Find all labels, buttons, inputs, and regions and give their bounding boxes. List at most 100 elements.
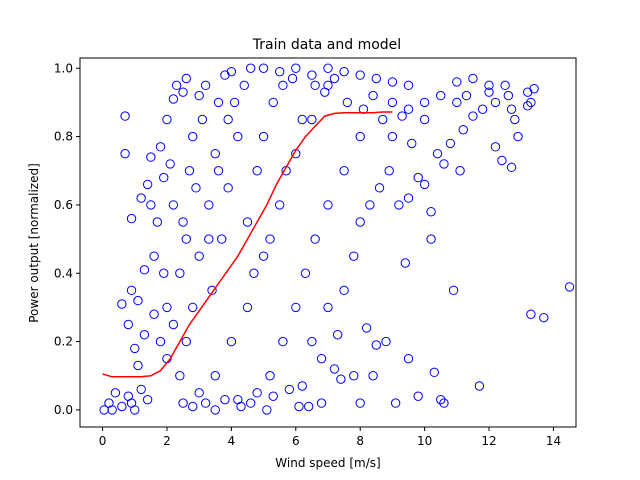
scatter-point <box>204 200 214 210</box>
scatter-point <box>274 200 285 210</box>
scatter-point <box>258 251 269 261</box>
model-series <box>102 111 393 378</box>
scatter-point <box>110 388 121 398</box>
scatter-point <box>226 66 237 77</box>
scatter-point <box>178 217 188 227</box>
scatter-point <box>452 77 462 87</box>
scatter-point <box>332 330 343 340</box>
scatter-point <box>297 381 307 391</box>
scatter-point <box>223 114 233 125</box>
scatter-point <box>117 401 127 412</box>
scatter-point <box>152 217 162 227</box>
scatter-point <box>448 285 459 296</box>
scatter-point <box>188 302 198 313</box>
scatter-point <box>252 388 262 398</box>
scatter-point <box>336 374 346 384</box>
y-tick-label: 0.4 <box>54 266 73 280</box>
scatter-point <box>522 87 533 97</box>
scatter-point <box>181 336 191 347</box>
scatter-point <box>236 401 246 412</box>
scatter-point <box>303 401 314 412</box>
scatter-point <box>297 114 307 125</box>
scatter-point <box>394 200 404 210</box>
scatter-point <box>149 251 159 261</box>
scatter-point <box>146 200 156 210</box>
scatter-point <box>349 371 359 381</box>
scatter-point <box>126 398 137 408</box>
scatter-point <box>133 360 143 371</box>
scatter-point <box>213 97 224 108</box>
scatter-point <box>258 63 269 73</box>
chart-title: Train data and model <box>252 37 401 53</box>
scatter-point <box>188 131 198 142</box>
scatter-point <box>223 183 233 193</box>
scatter-point <box>307 114 317 125</box>
y-tick-label: 0.8 <box>54 130 73 144</box>
scatter-point <box>200 80 211 91</box>
scatter-point <box>355 70 365 80</box>
scatter-point <box>355 398 365 408</box>
scatter-point <box>165 159 175 169</box>
y-axis: 0.0 0.2 0.4 0.6 0.8 1.0 <box>54 61 80 417</box>
scatter-point <box>262 405 272 415</box>
scatter-point <box>294 401 304 412</box>
scatter-point <box>387 131 398 142</box>
scatter-point <box>120 148 130 159</box>
model-line <box>102 111 393 378</box>
scatter-point <box>171 80 182 91</box>
scatter-point <box>268 391 278 401</box>
scatter-point <box>258 131 269 142</box>
scatter-point <box>484 80 494 91</box>
scatter-point <box>468 73 478 84</box>
scatter-point <box>387 97 398 108</box>
scatter-point <box>529 84 539 94</box>
y-tick-label: 0.6 <box>54 198 73 212</box>
scatter-point <box>136 384 146 395</box>
scatter-point <box>146 152 156 162</box>
scatter-point <box>210 405 220 415</box>
scatter-point <box>564 282 575 292</box>
scatter-point <box>477 104 488 114</box>
scatter-point <box>474 381 485 391</box>
x-tick-label: 4 <box>228 434 236 448</box>
scatter-point <box>316 353 327 364</box>
scatter-point <box>413 391 423 401</box>
scatter-point <box>510 114 520 125</box>
scatter-point <box>403 193 414 203</box>
scatter-point <box>142 179 153 190</box>
scatter-point <box>419 179 430 190</box>
scatter-point <box>123 319 134 330</box>
scatter-point <box>220 394 230 405</box>
plot-frame <box>79 57 577 428</box>
x-tick-label: 8 <box>356 434 364 448</box>
scatter-point <box>162 114 172 125</box>
scatter-point <box>342 97 353 108</box>
scatter-point <box>355 217 365 227</box>
scatter-point <box>107 405 117 415</box>
scatter-point <box>371 340 382 350</box>
scatter-point <box>229 97 240 108</box>
scatter-point <box>246 398 256 408</box>
scatter-point <box>390 398 401 408</box>
scatter-point <box>397 111 407 121</box>
y-tick-label: 0.2 <box>54 335 73 349</box>
scatter-point <box>506 104 517 114</box>
scatter-point <box>249 268 259 278</box>
scatter-point <box>200 398 211 408</box>
scatter-point <box>381 336 391 347</box>
scatter-point <box>307 70 317 80</box>
scatter-point <box>378 114 388 125</box>
scatter-point <box>316 398 327 408</box>
scatter-point <box>265 234 275 244</box>
scatter-point <box>159 172 169 183</box>
scatter-point <box>136 193 146 203</box>
x-tick-label: 10 <box>417 434 432 448</box>
scatter-point <box>490 97 501 108</box>
scatter-point <box>178 398 188 408</box>
scatter-point <box>458 125 468 135</box>
scatter-point <box>213 166 224 176</box>
scatter-point <box>307 336 317 347</box>
scatter-point <box>168 319 179 330</box>
scatter-point <box>461 90 472 101</box>
scatter-point <box>291 302 301 313</box>
